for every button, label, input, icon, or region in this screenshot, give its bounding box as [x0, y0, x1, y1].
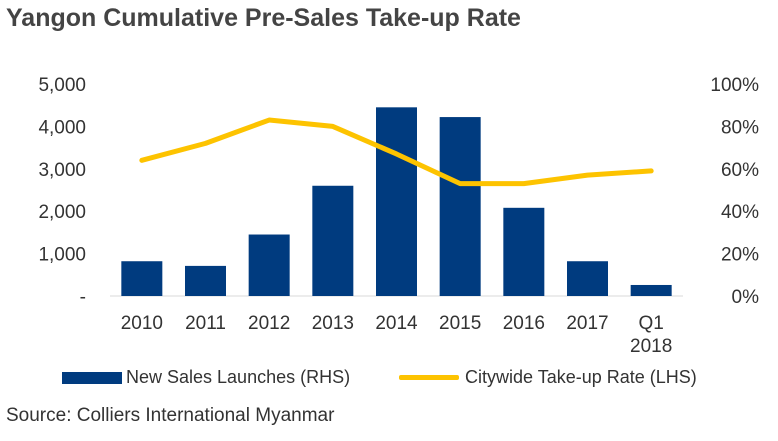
right-tick-label: 0%: [732, 287, 760, 308]
legend-swatch-bar: [62, 371, 122, 384]
chart-title: Yangon Cumulative Pre-Sales Take-up Rate: [6, 4, 521, 32]
left-axis-ticks: - 1,000 2,000 3,000 4,000 5,000: [38, 75, 86, 308]
bar: [567, 261, 608, 296]
legend-label-launches: New Sales Launches (RHS): [126, 367, 351, 387]
right-tick-label: 40%: [721, 202, 759, 223]
legend: New Sales Launches (RHS) Citywide Take-u…: [0, 367, 778, 393]
bar: [185, 265, 226, 296]
x-tick-label: 2012: [248, 313, 290, 334]
right-tick-label: 100%: [710, 75, 759, 96]
bar: [376, 107, 417, 296]
left-tick-label: 3,000: [38, 160, 86, 181]
bar: [503, 207, 545, 296]
left-tick-label: -: [80, 287, 86, 308]
legend-item-take-up: Citywide Take-up Rate (LHS): [399, 367, 697, 388]
x-tick-label: 2015: [439, 313, 481, 334]
x-tick-label: 2018: [630, 336, 672, 357]
chart-canvas: - 1,000 2,000 3,000 4,000 5,000 0% 20% 40% 60% 80…: [38, 75, 759, 357]
bar-series: [121, 107, 672, 297]
bar: [630, 284, 672, 296]
x-tick-label: 2014: [375, 313, 418, 334]
x-tick-label: 2011: [185, 313, 226, 334]
take-up-rate-line: [139, 117, 654, 187]
bar: [439, 117, 481, 297]
x-tick-label: 2016: [503, 313, 545, 334]
right-tick-label: 20%: [721, 245, 759, 266]
legend-item-launches: New Sales Launches (RHS): [62, 367, 350, 388]
left-tick-label: 5,000: [38, 75, 86, 96]
right-tick-label: 60%: [721, 160, 759, 181]
legend-swatch-line: [399, 375, 459, 380]
line-series: [139, 117, 654, 187]
x-tick-label: 2013: [312, 313, 354, 334]
right-axis-ticks: 0% 20% 40% 60% 80% 100%: [710, 75, 759, 308]
bar: [248, 234, 290, 296]
bar: [121, 261, 163, 296]
x-tick-label: 2010: [121, 313, 163, 334]
left-tick-label: 2,000: [38, 202, 86, 223]
legend-label-take-up: Citywide Take-up Rate (LHS): [465, 367, 697, 387]
left-tick-label: 4,000: [38, 117, 86, 138]
right-tick-label: 80%: [721, 117, 759, 138]
left-tick-label: 1,000: [38, 245, 86, 266]
bar: [312, 185, 354, 296]
x-tick-label: Q1: [638, 313, 663, 334]
x-tick-label: 2017: [566, 313, 608, 334]
source-note: Source: Colliers International Myanmar: [6, 405, 335, 426]
